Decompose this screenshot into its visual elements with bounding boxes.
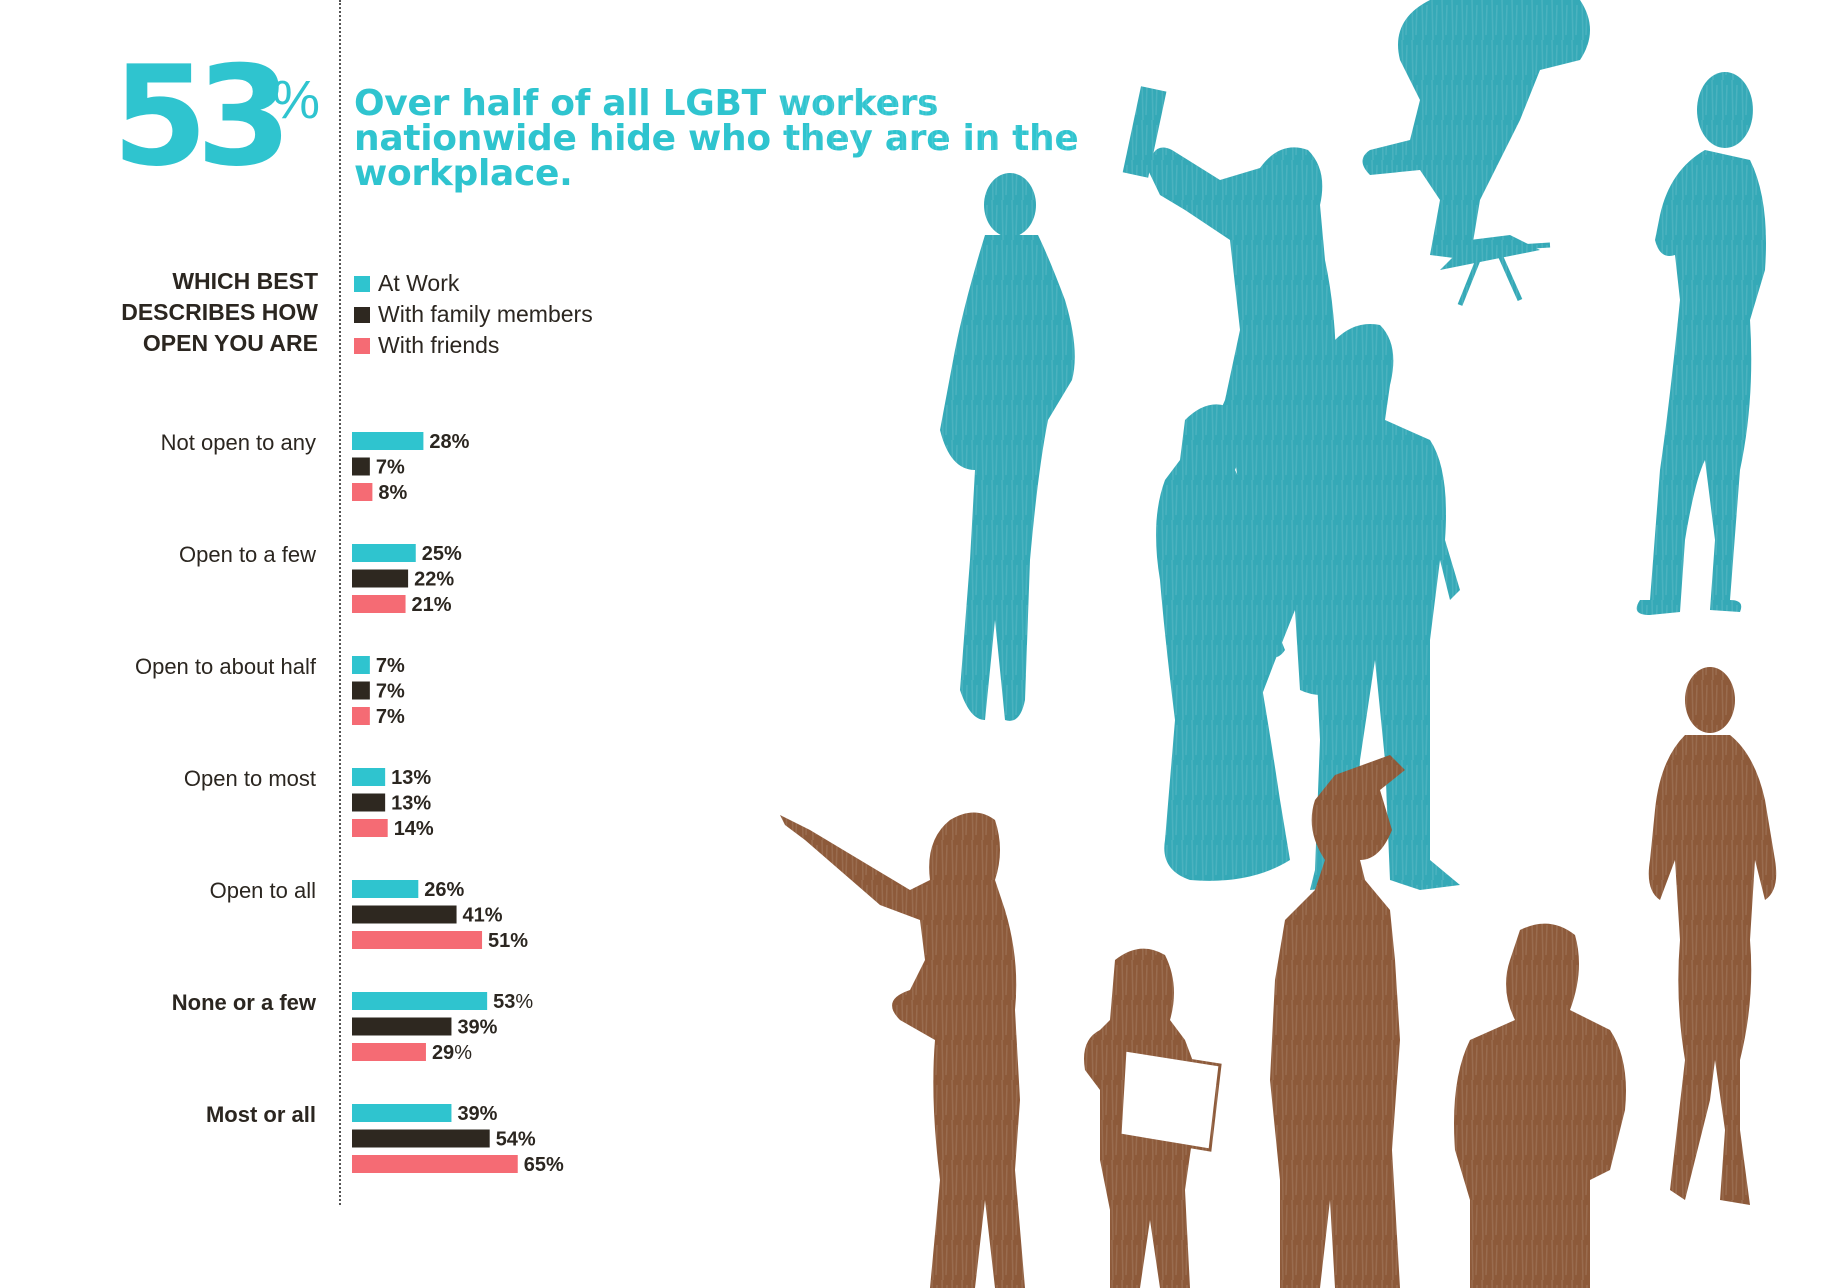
legend-label-family: With family members	[378, 301, 593, 327]
bar-value-label: 39%	[457, 1103, 497, 1125]
bar-value-label: 53%	[493, 991, 533, 1013]
headline-stat-value: 53	[112, 36, 292, 197]
bar	[352, 569, 409, 588]
bar-value-label: 51%	[488, 930, 528, 952]
bar	[352, 1104, 452, 1122]
category-label: Open to a few	[179, 542, 316, 567]
bar	[352, 1129, 490, 1148]
bar-value-label: 21%	[412, 594, 452, 616]
question-line-2: DESCRIBES HOW	[121, 299, 318, 325]
category-label: Open to about half	[135, 654, 317, 679]
bar	[352, 457, 370, 476]
legend: At Work With family members With friends	[354, 268, 593, 361]
bar-value-label: 7%	[376, 706, 405, 728]
bar-value-label: 41%	[463, 905, 503, 927]
bar-value-label: 13%	[391, 793, 431, 815]
bar-value-label: 39%	[457, 1017, 497, 1039]
bar-value-label: 25%	[422, 543, 462, 565]
bar	[352, 681, 370, 700]
legend-item-at-work: At Work	[354, 268, 593, 299]
bar-value-label: 7%	[376, 655, 405, 677]
bar-value-label: 26%	[424, 879, 464, 901]
bar	[352, 793, 386, 812]
bar	[352, 544, 416, 562]
bar	[352, 1155, 518, 1173]
bar-value-label: 14%	[394, 818, 434, 840]
bar-value-label: 29%	[432, 1042, 472, 1064]
bar-value-label: 28%	[429, 431, 469, 453]
category-label: Most or all	[206, 1102, 316, 1127]
headline-stat-unit: %	[272, 70, 321, 130]
legend-item-friends: With friends	[354, 330, 593, 361]
bar-value-label: 65%	[524, 1154, 564, 1176]
bar	[352, 1017, 452, 1036]
bar	[352, 992, 488, 1010]
question-line-3: OPEN YOU ARE	[142, 330, 318, 356]
legend-item-family: With family members	[354, 299, 593, 330]
question-line-1: WHICH BEST	[172, 268, 318, 294]
bar-value-label: 7%	[376, 681, 405, 703]
bar	[352, 1043, 426, 1061]
chart-question: WHICH BEST DESCRIBES HOW OPEN YOU ARE	[121, 266, 318, 359]
legend-swatch-at-work	[354, 275, 370, 292]
bar-value-label: 22%	[414, 569, 454, 591]
bar	[352, 656, 370, 674]
legend-swatch-family	[354, 306, 370, 323]
bar	[352, 707, 370, 725]
bar-value-label: 13%	[391, 767, 431, 789]
category-label: None or a few	[172, 990, 317, 1015]
bar	[352, 768, 386, 786]
bar-value-label: 54%	[496, 1129, 536, 1151]
legend-label-at-work: At Work	[378, 270, 460, 296]
bar	[352, 483, 373, 501]
bar	[352, 931, 483, 949]
bar	[352, 905, 457, 924]
bar	[352, 819, 388, 837]
legend-label-friends: With friends	[378, 332, 500, 358]
legend-swatch-friends	[354, 337, 370, 354]
workers-illustration	[780, 0, 1830, 1288]
category-label: Open to all	[210, 878, 316, 903]
texture-overlay	[780, 0, 1830, 1288]
bar	[352, 595, 406, 613]
dotted-divider	[339, 0, 341, 1205]
category-label: Open to most	[184, 766, 316, 791]
bar-value-label: 8%	[378, 482, 407, 504]
bar-value-label: 7%	[376, 457, 405, 479]
bar-chart: Not open to any 28% 7% 8% Open to a few 25% 22…	[135, 430, 564, 1176]
bar	[352, 432, 424, 450]
bar	[352, 880, 419, 898]
category-label: Not open to any	[161, 430, 316, 455]
